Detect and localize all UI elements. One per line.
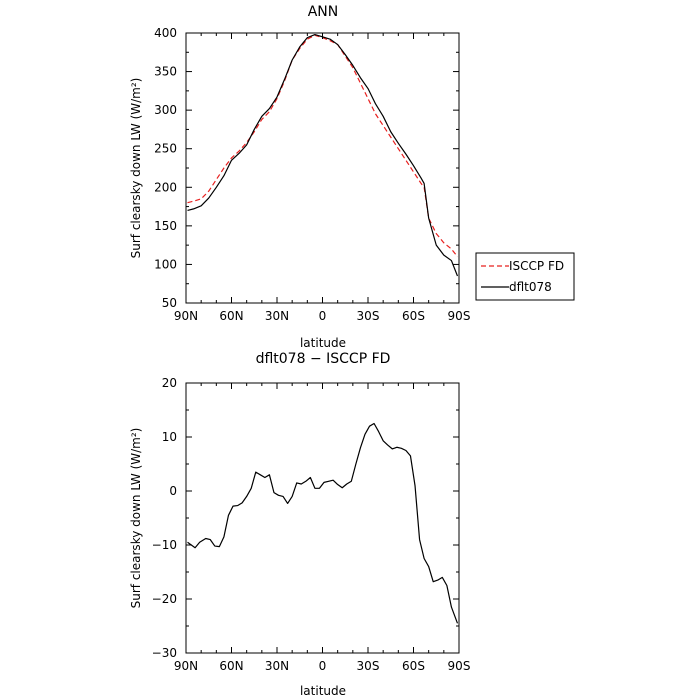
- bottom-y-tick-label: 0: [169, 484, 177, 498]
- top-plot-frame: [185, 32, 460, 304]
- bottom-y-tick-label: −30: [152, 646, 177, 660]
- top-x-tick-label: 90N: [174, 309, 198, 323]
- top-y-tick-label: 400: [154, 26, 177, 40]
- bottom-x-tick-label: 0: [319, 659, 327, 673]
- top-y-tick-label: 300: [154, 103, 177, 117]
- top-x-tick-label: 90S: [448, 309, 471, 323]
- legend: ISCCP FD dflt078: [475, 252, 575, 301]
- top-chart-title: ANN: [308, 4, 339, 20]
- bottom-y-tick-label: −10: [152, 538, 177, 552]
- top-series-line-dflt078: [187, 33, 459, 277]
- bottom-x-tick-label: 30N: [265, 659, 289, 673]
- bottom-y-tick-label: 10: [162, 430, 177, 444]
- bottom-x-tick-label: 60N: [219, 659, 243, 673]
- top-y-tick-label: 150: [154, 219, 177, 233]
- bottom-x-axis-label: latitude: [300, 684, 346, 698]
- top-series-lines: [187, 33, 459, 277]
- bottom-x-tick-label: 90N: [174, 659, 198, 673]
- bottom-y-tick-label: 20: [162, 376, 177, 390]
- top-panel: ANN 90N 60N 30N 0 30S 60S 90S 50 100 150 200 250 30…: [129, 4, 575, 350]
- bottom-y-tick-label: −20: [152, 592, 177, 606]
- bottom-x-tick-label: 30S: [357, 659, 380, 673]
- top-y-tick-label: 350: [154, 65, 177, 79]
- top-x-tick-label: 0: [319, 309, 327, 323]
- top-x-tick-label: 60S: [402, 309, 425, 323]
- bottom-panel: dflt078 − ISCCP FD 90N 60N 30N 0 30S 60S 90S −…: [129, 351, 470, 698]
- bottom-x-tick-label: 60S: [402, 659, 425, 673]
- top-x-tick-label: 60N: [219, 309, 243, 323]
- bottom-y-axis-label: Surf clearsky down LW (W/m²): [129, 428, 143, 609]
- top-series-line-isccp-fd: [187, 34, 458, 258]
- top-y-tick-label: 200: [154, 180, 177, 194]
- top-y-tick-label: 100: [154, 257, 177, 271]
- bottom-chart-title: dflt078 − ISCCP FD: [256, 351, 391, 367]
- legend-box: [475, 252, 575, 301]
- top-x-tick-label: 30S: [357, 309, 380, 323]
- top-x-axis: 90N 60N 30N 0 30S 60S 90S: [174, 33, 471, 323]
- legend-label-dflt078: dflt078: [509, 280, 552, 294]
- top-x-axis-label: latitude: [300, 336, 346, 350]
- top-y-axis: 50 100 150 200 250 300 350 400: [154, 26, 459, 310]
- top-x-tick-label: 30N: [265, 309, 289, 323]
- bottom-x-tick-label: 90S: [448, 659, 471, 673]
- bottom-y-axis: −30 −20 −10 0 10 20: [152, 376, 459, 660]
- bottom-series-line-0: [187, 422, 459, 624]
- legend-label-isccp: ISCCP FD: [509, 259, 564, 273]
- bottom-series-lines: [187, 422, 459, 624]
- top-y-tick-label: 250: [154, 142, 177, 156]
- bottom-x-axis: 90N 60N 30N 0 30S 60S 90S: [174, 383, 471, 673]
- top-y-axis-label: Surf clearsky down LW (W/m²): [129, 78, 143, 259]
- top-y-tick-label: 50: [162, 296, 177, 310]
